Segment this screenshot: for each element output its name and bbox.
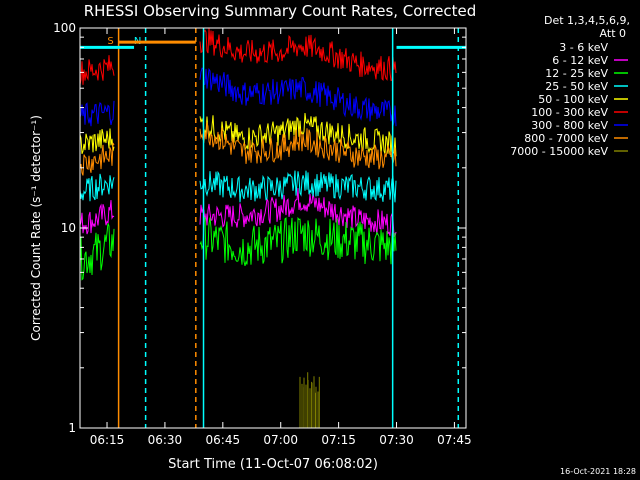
marker-label-0: S (107, 36, 113, 47)
series-line-6 (79, 67, 397, 127)
legend-label-3: 25 - 50 keV (545, 80, 608, 93)
series-line-4 (79, 112, 397, 158)
legend-label-5: 100 - 300 keV (531, 106, 608, 119)
plot-bars (80, 40, 466, 49)
plot-series (79, 28, 397, 428)
series-line-8 (299, 372, 320, 428)
legend-label-0: 3 - 6 keV (559, 41, 608, 54)
x-tick-label-5: 07:30 (379, 433, 414, 447)
legend-header-line-1: Det 1,3,4,5,6,9, (544, 14, 630, 27)
series-line-3 (79, 170, 397, 203)
legend-label-1: 6 - 12 keV (552, 54, 608, 67)
legend-label-6: 300 - 800 keV (531, 119, 608, 132)
series-line-0 (79, 237, 397, 335)
x-tick-label-6: 07:45 (437, 433, 472, 447)
legend-header-line-2: Att 0 (600, 27, 626, 40)
series-line-5 (79, 28, 397, 85)
x-axis: 06:15 06:30 06:45 07:00 07:15 07:30 07:45 (90, 28, 472, 447)
y-tick-label-1: 10 (61, 221, 76, 235)
series-line-2 (79, 216, 397, 281)
x-tick-label-0: 06:15 (90, 433, 125, 447)
legend-label-8: 7000 - 15000 keV (510, 145, 608, 158)
x-axis-label: Start Time (11-Oct-07 06:08:02) (168, 457, 378, 472)
series-line-1 (79, 188, 397, 237)
y-tick-label-2: 100 (53, 21, 76, 35)
legend-label-2: 12 - 25 keV (545, 67, 608, 80)
y-axis: 1 10 100 (53, 21, 466, 435)
x-tick-label-3: 07:00 (263, 433, 298, 447)
legend-label-7: 800 - 7000 keV (524, 132, 608, 145)
y-axis-label: Corrected Count Rate (s⁻¹ detector⁻¹) (29, 115, 43, 341)
y-tick-label-0: 1 (68, 421, 76, 435)
x-tick-label-2: 06:45 (206, 433, 241, 447)
chart-title: RHESSI Observing Summary Count Rates, Co… (84, 2, 477, 20)
x-tick-label-1: 06:30 (148, 433, 183, 447)
timestamp: 16-Oct-2021 18:28 (560, 467, 636, 476)
series-line-7 (79, 122, 397, 176)
x-tick-label-4: 07:15 (321, 433, 356, 447)
legend-label-4: 50 - 100 keV (538, 93, 608, 106)
